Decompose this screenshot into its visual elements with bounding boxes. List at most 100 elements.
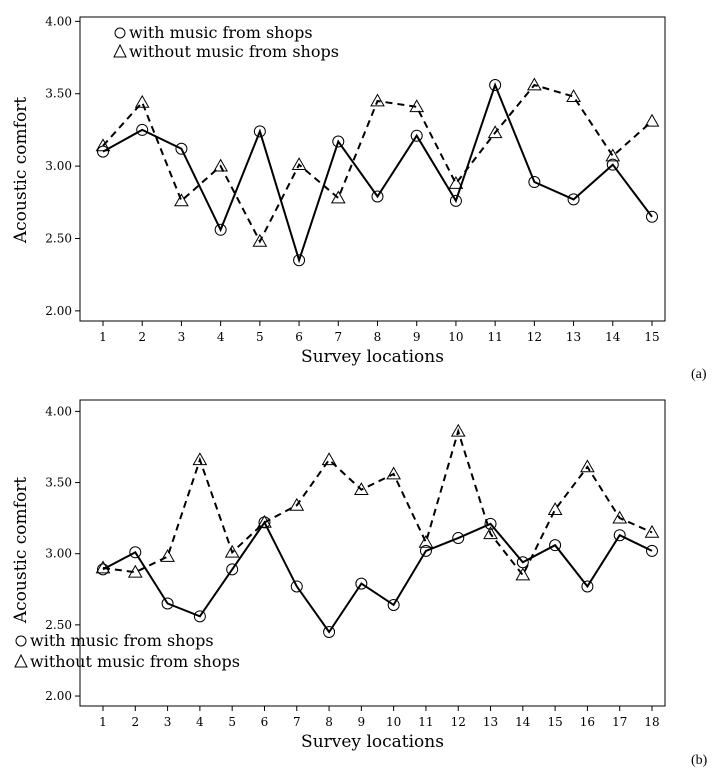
data-point-circle bbox=[516, 556, 529, 569]
data-point-triangle bbox=[386, 466, 402, 480]
data-point-triangle bbox=[580, 459, 595, 473]
y-tick-label: 2.00 bbox=[45, 689, 72, 703]
data-point-triangle bbox=[526, 77, 542, 91]
series-line-with-music bbox=[102, 82, 653, 264]
x-axis-label: Survey locations bbox=[301, 347, 444, 367]
data-point-triangle bbox=[127, 564, 143, 578]
data-point-circle bbox=[226, 563, 239, 576]
legend-label: without music from shops bbox=[30, 652, 240, 671]
panel-label: (b) bbox=[691, 753, 708, 768]
data-point-circle bbox=[606, 158, 619, 171]
x-tick-label: 2 bbox=[138, 330, 146, 344]
legend: with music from shops without music from … bbox=[14, 631, 240, 671]
x-tick-label: 13 bbox=[483, 715, 498, 729]
data-point-circle bbox=[258, 516, 271, 529]
x-tick-label: 10 bbox=[386, 715, 401, 729]
x-tick-label: 9 bbox=[358, 715, 366, 729]
data-point-circle bbox=[567, 193, 580, 206]
data-point-circle bbox=[419, 544, 432, 557]
data-point-circle bbox=[646, 210, 658, 223]
x-tick-label: 18 bbox=[644, 715, 659, 729]
y-tick-label: 3.00 bbox=[45, 159, 72, 173]
data-point-circle bbox=[97, 563, 109, 576]
x-tick-label: 11 bbox=[488, 330, 503, 344]
data-point-triangle bbox=[448, 175, 464, 189]
x-tick-label: 11 bbox=[418, 715, 433, 729]
data-point-circle bbox=[290, 580, 303, 593]
data-point-circle bbox=[581, 580, 594, 593]
data-point-circle bbox=[528, 176, 541, 189]
data-point-triangle bbox=[483, 526, 498, 540]
x-tick-label: 15 bbox=[547, 715, 562, 729]
legend-label: without music from shops bbox=[129, 42, 339, 61]
x-tick-label: 9 bbox=[413, 330, 421, 344]
data-point-circle bbox=[175, 142, 188, 155]
data-point-triangle bbox=[252, 233, 268, 247]
legend-label: with music from shops bbox=[129, 23, 313, 42]
data-point-triangle bbox=[353, 482, 369, 496]
x-tick-label: 4 bbox=[217, 330, 225, 344]
data-point-triangle bbox=[515, 567, 531, 581]
data-point-circle bbox=[549, 539, 562, 552]
data-point-triangle bbox=[95, 560, 111, 574]
data-point-triangle bbox=[450, 423, 466, 437]
data-point-triangle bbox=[134, 94, 150, 108]
data-point-triangle bbox=[612, 510, 628, 524]
x-tick-label: 13 bbox=[566, 330, 581, 344]
data-point-triangle bbox=[224, 544, 240, 558]
x-tick-label: 7 bbox=[334, 330, 342, 344]
x-tick-label: 3 bbox=[178, 330, 186, 344]
data-point-circle bbox=[387, 598, 400, 611]
data-point-triangle bbox=[95, 138, 111, 152]
y-tick-label: 2.50 bbox=[45, 231, 72, 245]
y-tick-label: 3.00 bbox=[45, 547, 72, 561]
data-point-circle bbox=[449, 194, 462, 207]
x-tick-label: 6 bbox=[261, 715, 269, 729]
data-point-circle bbox=[293, 254, 306, 267]
data-point-circle bbox=[253, 125, 266, 138]
data-point-circle bbox=[136, 123, 149, 136]
x-tick-label: 14 bbox=[515, 715, 531, 729]
data-point-circle bbox=[410, 129, 423, 142]
data-point-circle bbox=[161, 597, 174, 610]
y-axis-label: Acoustic comfort bbox=[11, 97, 31, 244]
plot-frame bbox=[79, 399, 666, 707]
legend-marker-circle bbox=[15, 635, 27, 647]
y-tick-label: 4.00 bbox=[45, 404, 72, 418]
data-point-circle bbox=[371, 190, 384, 203]
data-point-triangle bbox=[174, 193, 189, 207]
data-point-circle bbox=[355, 577, 368, 590]
x-tick-label: 8 bbox=[374, 330, 382, 344]
panel-label: (a) bbox=[691, 367, 707, 382]
data-point-circle bbox=[214, 223, 227, 236]
data-point-circle bbox=[646, 544, 658, 557]
x-tick-label: 14 bbox=[605, 330, 621, 344]
plot-frame bbox=[79, 16, 666, 322]
legend-label: with music from shops bbox=[30, 631, 214, 650]
x-tick-label: 6 bbox=[295, 330, 303, 344]
data-point-circle bbox=[97, 145, 109, 158]
x-tick-label: 17 bbox=[612, 715, 627, 729]
x-tick-label: 2 bbox=[131, 715, 139, 729]
data-point-triangle bbox=[289, 497, 305, 511]
y-tick-label: 4.00 bbox=[45, 14, 72, 28]
data-point-circle bbox=[613, 529, 626, 542]
x-tick-label: 5 bbox=[256, 330, 264, 344]
legend-marker-triangle bbox=[113, 43, 127, 58]
data-point-triangle bbox=[418, 534, 434, 548]
data-point-triangle bbox=[566, 89, 581, 102]
data-point-circle bbox=[129, 546, 142, 559]
x-tick-label: 1 bbox=[99, 715, 107, 729]
x-tick-label: 3 bbox=[164, 715, 172, 729]
data-point-circle bbox=[452, 532, 465, 545]
data-point-triangle bbox=[370, 93, 385, 107]
series-line-with-music bbox=[102, 520, 653, 634]
chart-panel-a: 2.002.503.003.504.001 2 3 4 5 6 7 8 9 10 11 12 13 14 1… bbox=[11, 14, 707, 382]
y-tick-label: 3.50 bbox=[45, 476, 72, 490]
x-tick-label: 5 bbox=[228, 715, 236, 729]
data-point-triangle bbox=[160, 549, 175, 562]
data-point-triangle bbox=[321, 452, 337, 466]
x-axis-label: Survey locations bbox=[301, 732, 444, 752]
